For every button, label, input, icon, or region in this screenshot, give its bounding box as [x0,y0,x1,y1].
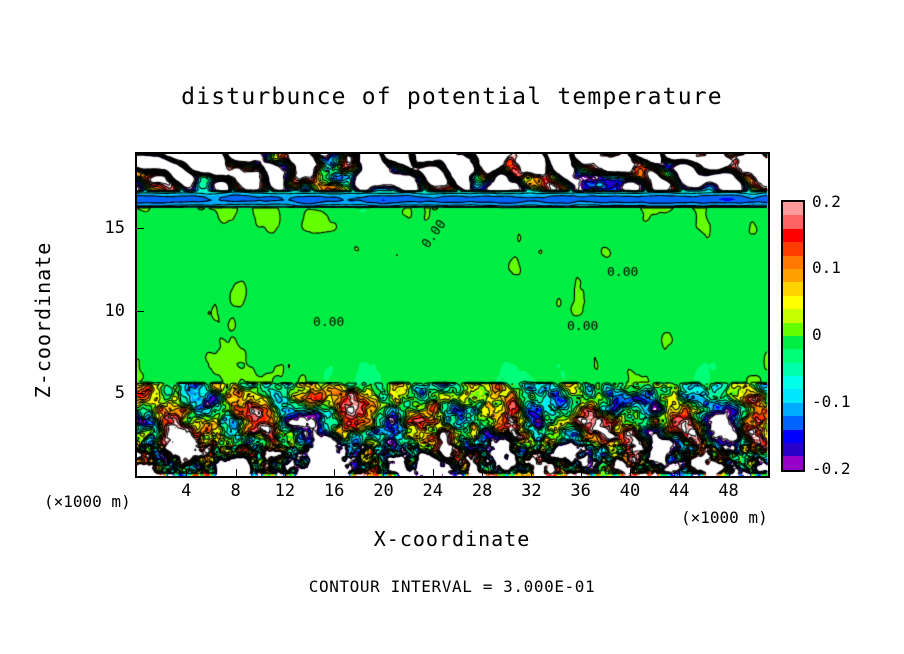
colorbar-band-9 [783,322,803,336]
x-tick-mark [679,469,681,476]
x-tick-label: 44 [669,481,690,501]
x-tick-mark [383,469,385,476]
x-tick-label: 4 [181,481,192,501]
x-tick-mark [629,469,631,476]
x-tick-label: 28 [471,481,493,501]
contour-line-canvas [137,154,768,476]
colorbar [781,200,805,472]
x-tick-mark [432,469,434,476]
y-axis-unit-label: (×1000 m) [44,492,131,511]
colorbar-band-17 [783,429,803,444]
colorbar-band-6 [783,282,803,296]
page-title: disturbunce of potential temperature [181,84,723,110]
colorbar-band-18 [783,443,803,457]
x-tick-label: 16 [323,481,345,501]
x-tick-mark [482,469,484,476]
y-tick-mark [137,310,144,312]
colorbar-band-5 [783,268,803,283]
x-tick-label: 40 [619,481,641,501]
colorbar-band-4 [783,255,803,269]
x-tick-mark [728,469,730,476]
x-tick-label: 8 [230,481,241,501]
x-tick-label: 12 [274,481,296,501]
x-axis-unit-label: (×1000 m) [681,508,768,527]
colorbar-band-19 [783,456,803,470]
x-tick-label: 36 [570,481,591,501]
y-tick-label: 5 [114,383,125,404]
colorbar-label-min: -0.2 [812,459,851,478]
x-tick-mark [186,469,188,476]
y-tick-label: 10 [104,300,125,321]
x-tick-mark [284,469,286,476]
x-axis-title: X-coordinate [373,527,531,551]
y-tick-label: 15 [104,218,125,239]
colorbar-band-1 [783,215,803,229]
colorbar-label-max: 0.2 [812,192,841,211]
colorbar-band-15 [783,402,803,417]
colorbar-label-low-mid: -0.1 [812,392,851,411]
colorbar-label-high-mid: 0.1 [812,258,841,277]
x-tick-mark [334,469,336,476]
y-axis-title: Z-coordinate [31,241,55,399]
colorbar-label-zero: 0 [812,325,822,344]
colorbar-band-14 [783,389,803,403]
y-tick-mark [137,393,144,395]
colorbar-band-16 [783,416,803,430]
colorbar-band-10 [783,335,803,350]
colorbar-band-2 [783,228,803,243]
contour-interval-note: CONTOUR INTERVAL = 3.000E-01 [308,577,596,596]
colorbar-band-3 [783,242,803,256]
y-tick-mark [137,228,144,230]
colorbar-band-11 [783,349,803,363]
x-tick-label: 24 [422,481,444,501]
x-tick-label: 20 [373,481,394,501]
colorbar-band-12 [783,362,803,377]
colorbar-band-7 [783,295,803,310]
colorbar-band-0 [783,202,803,216]
x-tick-mark [531,469,533,476]
x-tick-label: 32 [521,481,542,501]
x-tick-mark [235,469,237,476]
x-tick-label: 48 [718,481,739,501]
contour-plot-area [135,152,770,478]
x-tick-mark [580,469,582,476]
colorbar-band-8 [783,309,803,323]
colorbar-band-13 [783,376,803,390]
